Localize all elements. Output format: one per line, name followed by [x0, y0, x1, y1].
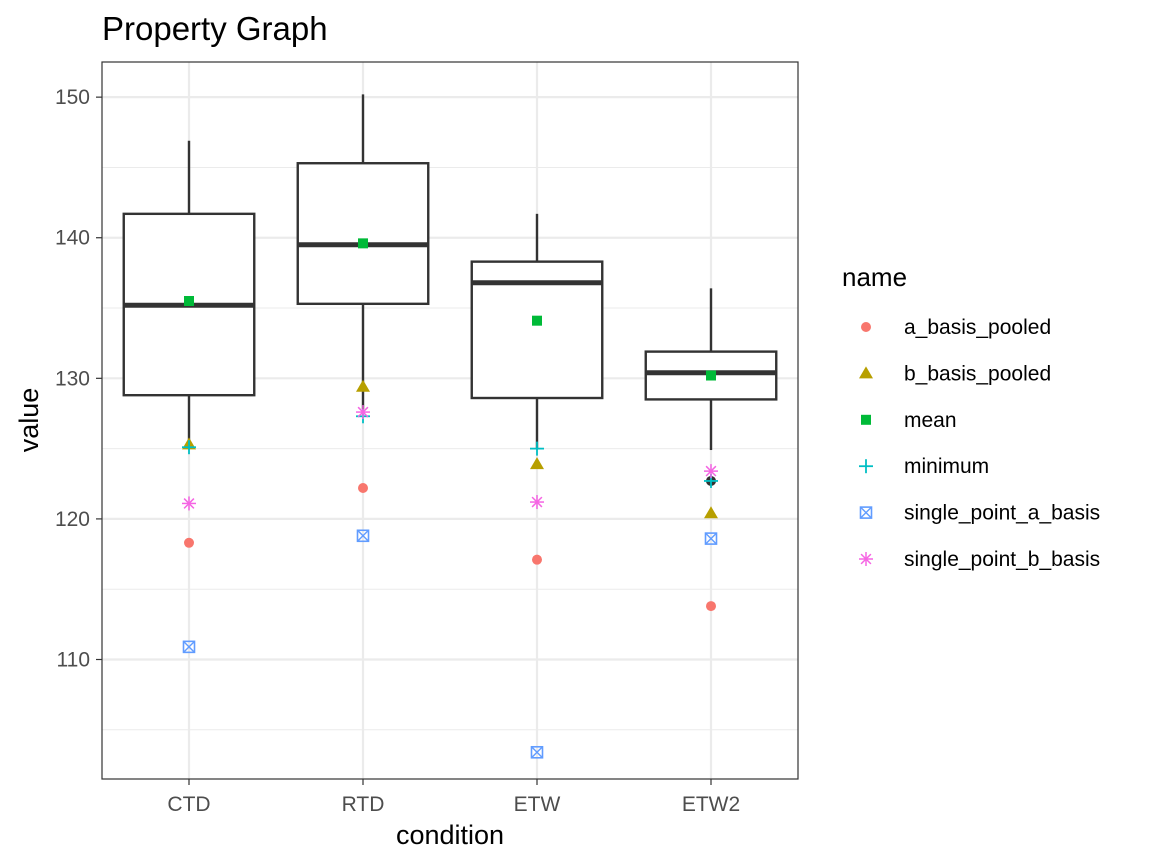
- legend-label: mean: [904, 409, 957, 432]
- series-single-point-b-basis: [182, 405, 718, 511]
- legend-key-single-point-a-basis: [859, 506, 873, 519]
- legend-key-single-point-a-basis-box: [859, 506, 873, 519]
- y-axis-title: value: [14, 388, 44, 453]
- point-single-point-b-basis-rtd: [356, 405, 370, 420]
- x-tick-label: RTD: [342, 793, 385, 816]
- point-single-point-a-basis-etw2: [704, 532, 718, 545]
- point-single-point-a-basis-etw2-d2: [705, 532, 717, 545]
- panel-background: [102, 62, 798, 779]
- legend-item-mean: mean: [861, 409, 957, 432]
- boxplot-rtd: [296, 94, 430, 410]
- legend-key-single-point-b-basis-arm: [860, 553, 872, 565]
- legend-label: b_basis_pooled: [904, 362, 1051, 385]
- legend-label: minimum: [904, 455, 989, 478]
- point-mean-etw2: [706, 370, 716, 381]
- point-a-basis-pooled-etw: [532, 554, 542, 565]
- legend-title: name: [842, 262, 907, 292]
- y-axis-ticks: 110 120 130 140 150: [55, 86, 102, 672]
- legend-key-single-point-b-basis: [859, 552, 873, 566]
- legend-item-single-point-b-basis: single_point_b_basis: [859, 548, 1100, 571]
- panel-border: [101, 61, 799, 780]
- point-mean-ctd: [184, 296, 194, 306]
- legend-label: single_point_b_basis: [904, 548, 1100, 571]
- point-single-point-a-basis-ctd-d2: [183, 640, 195, 653]
- point-a-basis-pooled-rtd: [358, 482, 368, 493]
- x-tick-label: CTD: [167, 793, 210, 816]
- y-tick-label: 140: [55, 227, 90, 250]
- series-mean: [184, 238, 716, 381]
- point-single-point-a-basis-etw2-box: [704, 532, 718, 545]
- boxplot-etw: [470, 213, 604, 449]
- legend-label: single_point_a_basis: [904, 502, 1100, 525]
- point-single-point-a-basis-ctd-box: [182, 640, 196, 654]
- point-b-basis-pooled-etw: [530, 457, 544, 470]
- y-tick-label: 110: [57, 649, 90, 672]
- x-axis-title: condition: [396, 820, 504, 850]
- series-single-point-a-basis: [182, 529, 718, 759]
- point-single-point-b-basis-ctd: [182, 496, 196, 511]
- point-a-basis-pooled-ctd: [184, 537, 194, 548]
- legend-key-a-basis-pooled: [861, 322, 871, 332]
- y-tick-label: 130: [55, 367, 90, 390]
- point-single-point-b-basis-etw-arm: [531, 496, 543, 508]
- point-mean-rtd: [358, 238, 368, 249]
- point-single-point-b-basis-rtd-arm: [357, 406, 369, 418]
- legend-item-b-basis-pooled: b_basis_pooled: [859, 362, 1051, 385]
- legend-label: a_basis_pooled: [904, 316, 1051, 339]
- legend-key-mean: [861, 414, 871, 425]
- point-single-point-a-basis-rtd-box: [356, 529, 370, 543]
- point-single-point-a-basis-ctd: [182, 640, 196, 654]
- legend-key-b-basis-pooled: [859, 366, 873, 379]
- y-tick-label: 120: [55, 508, 90, 531]
- x-tick-label: ETW2: [682, 793, 740, 816]
- point-minimum-etw: [530, 441, 544, 456]
- point-mean-etw: [532, 315, 542, 326]
- plot-panel: [101, 61, 799, 780]
- point-single-point-a-basis-etw: [530, 745, 544, 759]
- y-tick-label: 150: [55, 86, 90, 109]
- box-iqr: [296, 162, 430, 306]
- x-tick-label: ETW: [514, 793, 561, 816]
- legend-item-a-basis-pooled: a_basis_pooled: [861, 316, 1051, 339]
- point-single-point-a-basis-etw-d2: [531, 746, 543, 759]
- point-single-point-b-basis-ctd-arm: [183, 498, 195, 509]
- legend-item-minimum: minimum: [859, 455, 989, 478]
- legend-key-minimum: [859, 459, 873, 474]
- point-b-basis-pooled-etw2: [704, 506, 718, 519]
- legend-key-single-point-a-basis-d2: [860, 506, 872, 519]
- point-minimum-ctd: [182, 440, 196, 455]
- series-a-basis-pooled: [184, 482, 716, 612]
- point-single-point-a-basis-rtd: [356, 529, 370, 543]
- point-b-basis-pooled-rtd: [356, 379, 370, 392]
- point-single-point-a-basis-etw-box: [530, 745, 544, 759]
- point-single-point-a-basis-rtd-d2: [357, 529, 369, 542]
- legend-item-single-point-a-basis: single_point_a_basis: [859, 502, 1100, 525]
- x-axis-ticks: CTD RTD ETW ETW2: [167, 779, 740, 816]
- point-a-basis-pooled-etw2: [706, 601, 716, 612]
- point-single-point-b-basis-etw2: [704, 464, 718, 479]
- chart-title: Property Graph: [102, 10, 328, 47]
- point-single-point-b-basis-etw: [530, 495, 544, 510]
- point-single-point-b-basis-etw2-arm: [705, 465, 717, 477]
